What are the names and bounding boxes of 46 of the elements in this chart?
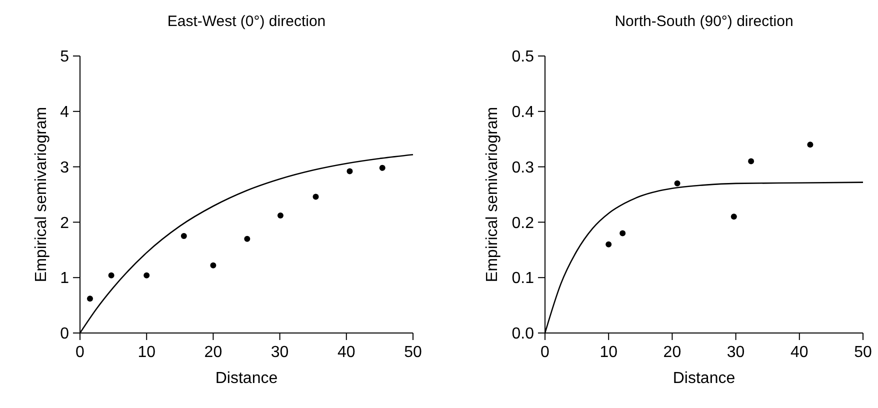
y-tick-label: 0.4 bbox=[512, 104, 534, 121]
point bbox=[210, 262, 216, 268]
y-tick-label: 3 bbox=[60, 159, 70, 176]
point bbox=[312, 194, 319, 200]
x-tick-label: 0 bbox=[76, 344, 85, 361]
chart-title: North-South (90°) direction bbox=[614, 13, 794, 30]
x-tick-label: 10 bbox=[138, 344, 156, 361]
y-axis-title: Empirical semivariogram bbox=[484, 106, 501, 282]
x-tick-label: 0 bbox=[540, 344, 550, 361]
chart-title: East-West (0°) direction bbox=[167, 13, 326, 30]
point bbox=[674, 180, 680, 186]
y-tick-label: 0 bbox=[60, 326, 70, 343]
point bbox=[86, 296, 93, 302]
y-tick-label: 5 bbox=[60, 48, 70, 66]
x-tick-label: 40 bbox=[338, 344, 356, 361]
point bbox=[807, 142, 814, 148]
point bbox=[379, 164, 386, 171]
point bbox=[730, 214, 737, 220]
y-tick-label: 0.1 bbox=[512, 270, 534, 288]
y-tick-label: 1 bbox=[60, 270, 70, 288]
x-tick-label: 20 bbox=[204, 344, 222, 361]
y-axis-title: Empirical semivariogram bbox=[33, 106, 50, 282]
point bbox=[748, 158, 754, 164]
y-tick-label: 4 bbox=[60, 104, 70, 121]
x-tick-label: 40 bbox=[790, 344, 808, 361]
x-axis-title: Distance bbox=[215, 370, 278, 387]
x-tick-label: 20 bbox=[663, 344, 682, 361]
x-axis-title: Distance bbox=[672, 370, 736, 387]
point bbox=[108, 272, 114, 278]
point bbox=[144, 272, 150, 278]
y-tick-label: 0.5 bbox=[512, 48, 534, 66]
x-tick-label: 30 bbox=[726, 344, 745, 361]
point bbox=[180, 233, 187, 240]
x-tick-label: 50 bbox=[854, 344, 872, 361]
x-tick-label: 50 bbox=[404, 344, 422, 361]
y-tick-label: 2 bbox=[60, 214, 70, 232]
point bbox=[606, 241, 612, 248]
point bbox=[346, 168, 353, 174]
x-tick-label: 10 bbox=[600, 344, 618, 361]
point bbox=[244, 236, 250, 242]
point bbox=[277, 212, 284, 219]
y-tick-label: 0.2 bbox=[512, 214, 534, 232]
point bbox=[620, 230, 626, 236]
y-tick-label: 0.0 bbox=[512, 326, 534, 343]
x-tick-label: 30 bbox=[270, 344, 289, 361]
y-tick-label: 0.3 bbox=[512, 159, 534, 176]
